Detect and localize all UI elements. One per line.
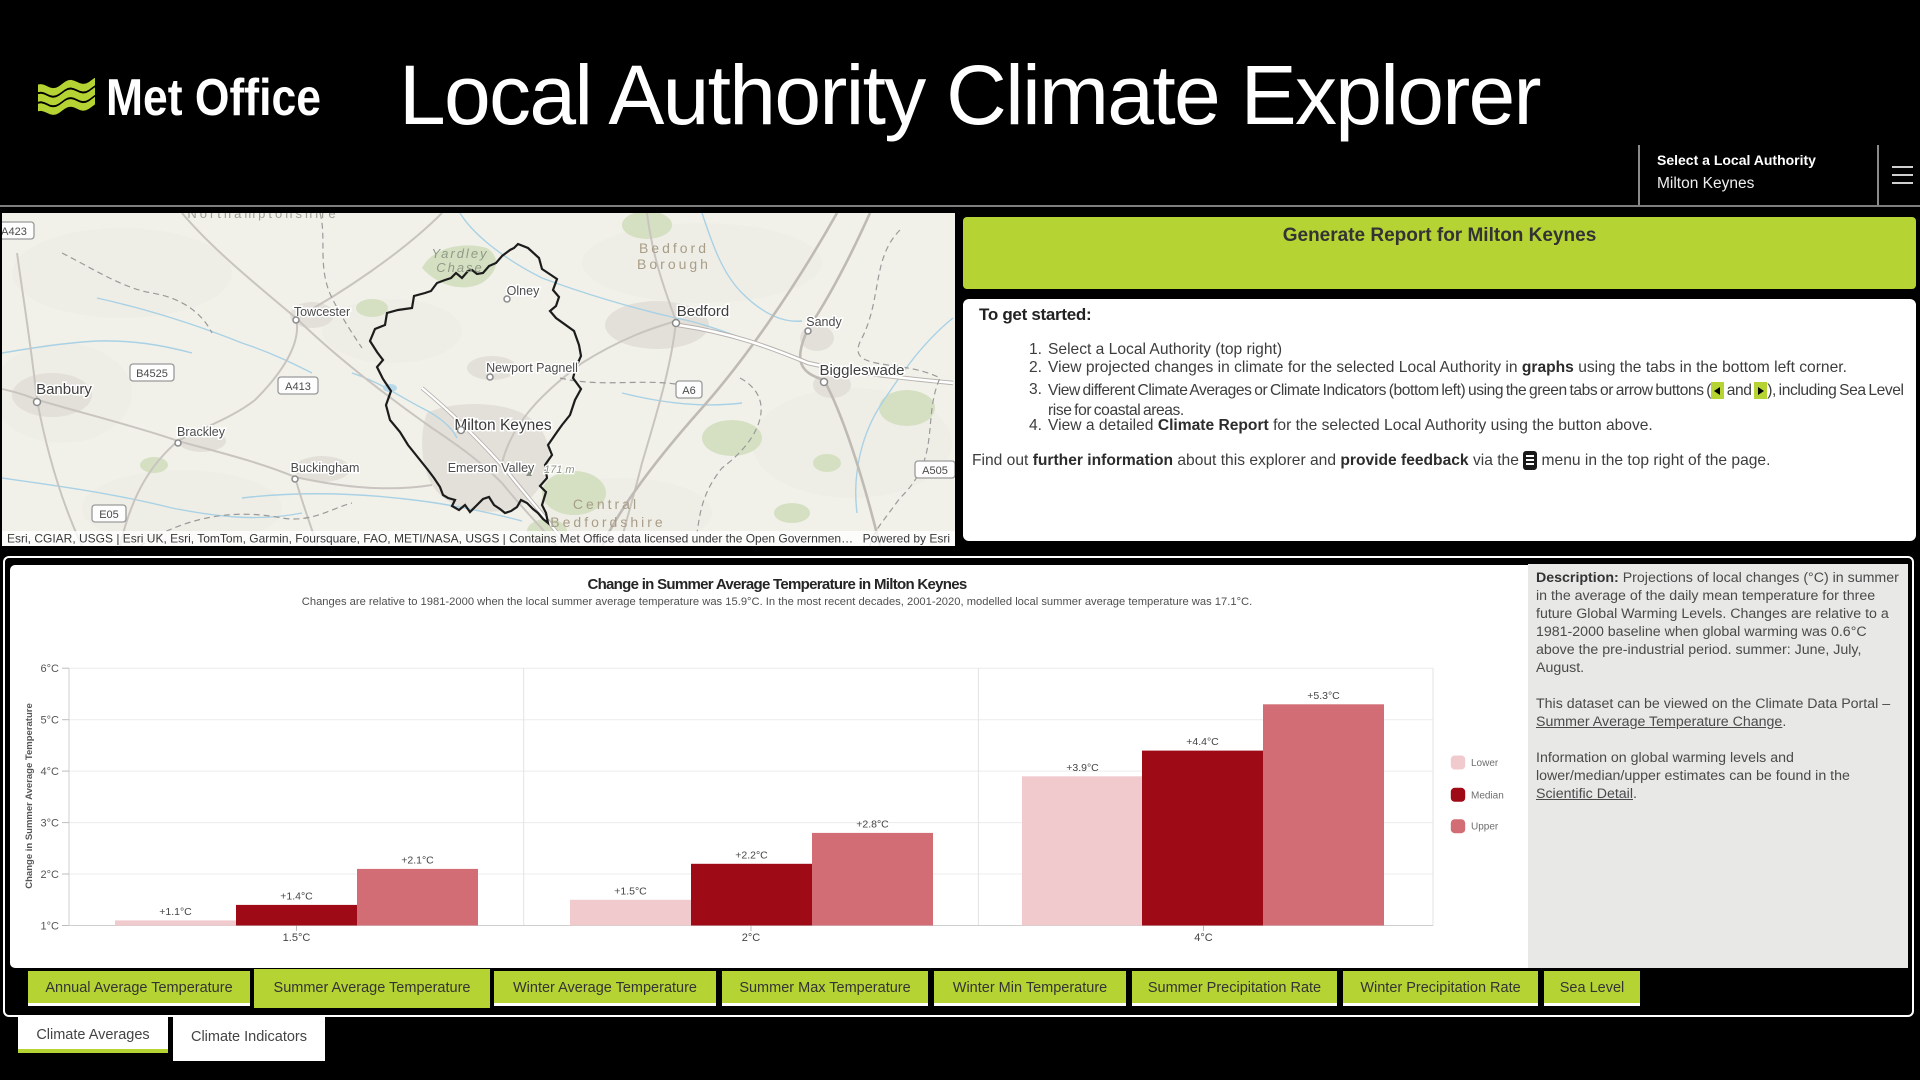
svg-text:1°C: 1°C <box>41 921 60 933</box>
svg-text:B4525: B4525 <box>136 368 168 380</box>
svg-text:A6: A6 <box>682 385 695 397</box>
svg-text:+3.9°C: +3.9°C <box>1066 762 1099 774</box>
svg-text:Emerson Valley: Emerson Valley <box>448 461 535 475</box>
svg-text:+4.4°C: +4.4°C <box>1186 736 1219 748</box>
svg-text:Banbury: Banbury <box>36 381 92 398</box>
svg-text:Olney: Olney <box>507 284 540 298</box>
svg-text:+1.4°C: +1.4°C <box>280 891 313 903</box>
svg-text:3°C: 3°C <box>41 818 60 830</box>
svg-text:Powered by Esri: Powered by Esri <box>863 532 950 546</box>
svg-text:Esri, CGIAR, USGS | Esri UK, E: Esri, CGIAR, USGS | Esri UK, Esri, TomTo… <box>7 532 853 546</box>
svg-text:E05: E05 <box>99 509 119 521</box>
svg-text:Northamptonshire: Northamptonshire <box>187 213 338 221</box>
svg-text:Yardley: Yardley <box>431 246 488 261</box>
svg-text:Median: Median <box>1471 790 1504 801</box>
svg-text:Milton Keynes: Milton Keynes <box>454 417 552 434</box>
svg-text:+1.5°C: +1.5°C <box>614 885 647 897</box>
svg-text:Central: Central <box>573 496 639 512</box>
svg-text:4°C: 4°C <box>1194 932 1213 944</box>
svg-text:Newport Pagnell: Newport Pagnell <box>486 361 578 375</box>
svg-text:2°C: 2°C <box>742 932 761 944</box>
svg-text:4°C: 4°C <box>41 766 60 778</box>
svg-text:Chase: Chase <box>436 260 484 275</box>
svg-text:6°C: 6°C <box>41 663 60 675</box>
svg-text:Bedford: Bedford <box>677 303 730 320</box>
svg-text:A413: A413 <box>285 381 311 393</box>
svg-text:Borough: Borough <box>637 256 711 272</box>
svg-text:Brackley: Brackley <box>177 425 226 439</box>
svg-text:Bedford: Bedford <box>639 240 709 256</box>
svg-text:Change in Summer Average Tempe: Change in Summer Average Temperature <box>24 703 35 888</box>
svg-text:Upper: Upper <box>1471 822 1499 833</box>
svg-text:Towcester: Towcester <box>294 305 350 319</box>
svg-text:1.5°C: 1.5°C <box>283 932 311 944</box>
svg-text:Lower: Lower <box>1471 758 1499 769</box>
svg-text:+1.1°C: +1.1°C <box>159 906 192 918</box>
svg-text:A423: A423 <box>2 226 27 238</box>
svg-text:+2.2°C: +2.2°C <box>735 849 768 861</box>
svg-text:+5.3°C: +5.3°C <box>1307 690 1340 702</box>
svg-text:Bedfordshire: Bedfordshire <box>550 514 665 530</box>
svg-text:5°C: 5°C <box>41 715 60 727</box>
svg-text:Sandy: Sandy <box>806 315 842 329</box>
svg-text:171 m: 171 m <box>544 464 575 476</box>
svg-text:+2.8°C: +2.8°C <box>856 819 889 831</box>
svg-text:Biggleswade: Biggleswade <box>819 362 904 379</box>
svg-text:A505: A505 <box>922 465 948 477</box>
svg-text:+2.1°C: +2.1°C <box>401 855 434 867</box>
svg-text:Buckingham: Buckingham <box>291 461 360 475</box>
svg-text:2°C: 2°C <box>41 869 60 881</box>
